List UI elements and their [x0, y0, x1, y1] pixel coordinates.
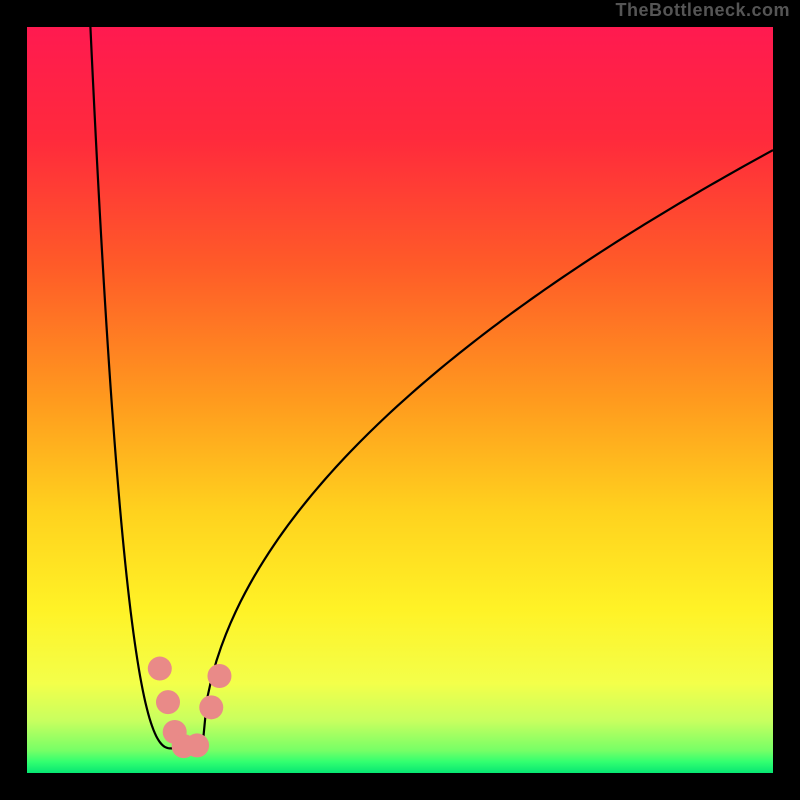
watermark-text: TheBottleneck.com: [615, 0, 790, 21]
data-marker: [148, 657, 172, 681]
data-marker: [199, 695, 223, 719]
data-marker: [156, 690, 180, 714]
chart-svg: [0, 0, 800, 800]
plot-background: [27, 27, 773, 773]
data-marker: [207, 664, 231, 688]
chart-stage: TheBottleneck.com: [0, 0, 800, 800]
data-marker: [185, 733, 209, 757]
